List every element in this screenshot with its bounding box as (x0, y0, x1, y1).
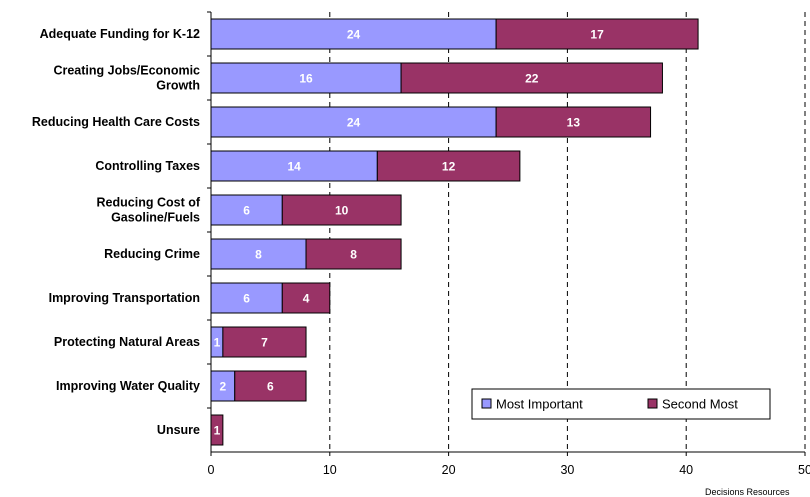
axes (207, 11, 806, 456)
bar-second-most (281, 282, 331, 314)
x-tick-label: 20 (442, 463, 456, 477)
bar-most-important (210, 238, 307, 270)
category-label-line: Improving Water Quality (56, 379, 200, 393)
bar-most-important (210, 106, 497, 138)
category-label: Controlling Taxes (95, 159, 200, 173)
bar-second-most (281, 194, 402, 226)
bar-most-important (210, 18, 497, 50)
bar-second-most (495, 106, 652, 138)
bar-most-important (210, 282, 283, 314)
category-label: Unsure (157, 423, 200, 437)
category-label-line: Reducing Crime (104, 247, 200, 261)
category-label: Improving Water Quality (56, 379, 200, 393)
data-label: 4 (303, 292, 310, 306)
x-tick-label: 50 (798, 463, 810, 477)
data-label: 14 (287, 160, 301, 174)
data-label: 6 (243, 204, 250, 218)
category-label: Reducing Health Care Costs (32, 115, 200, 129)
data-label: 22 (525, 72, 539, 86)
category-label: Improving Transportation (49, 291, 200, 305)
legend-box (471, 388, 771, 420)
data-label: 6 (243, 292, 250, 306)
data-label: 2 (220, 380, 227, 394)
data-label: 16 (299, 72, 313, 86)
x-tick-label: 10 (323, 463, 337, 477)
legend: Most Important Second Most (471, 388, 771, 420)
category-label-line: Reducing Cost of (97, 196, 201, 210)
data-label: 1 (214, 424, 221, 438)
legend-swatch-most-important (481, 398, 492, 409)
x-tick-label: 0 (208, 463, 215, 477)
bar-second-most (400, 62, 663, 94)
bar-second-most (305, 238, 402, 270)
category-label: Reducing Cost of Gasoline/Fuels (97, 196, 201, 225)
data-label: 12 (442, 160, 456, 174)
source-credit: Decisions Resources (705, 487, 790, 497)
category-label-line: Gasoline/Fuels (111, 211, 200, 225)
data-label: 8 (255, 248, 262, 262)
data-label: 1 (214, 336, 221, 350)
bar-most-important (210, 150, 378, 182)
category-label-line: Unsure (157, 423, 200, 437)
data-label: 17 (590, 28, 604, 42)
data-label: 10 (335, 204, 349, 218)
category-label-line: Creating Jobs/Economic (53, 64, 200, 78)
bar-most-important (210, 62, 402, 94)
data-label: 8 (350, 248, 357, 262)
bar-second-most (376, 150, 521, 182)
x-tick-label: 40 (679, 463, 693, 477)
bar-second-most (495, 18, 699, 50)
category-label-line: Protecting Natural Areas (54, 335, 200, 349)
category-label-line: Improving Transportation (49, 291, 200, 305)
legend-swatch-second-most (647, 398, 658, 409)
x-tick-label: 30 (560, 463, 574, 477)
category-label-line: Adequate Funding for K-12 (40, 27, 200, 41)
bars: 24171622241314126108864172601 (208, 18, 699, 446)
data-label: 13 (567, 116, 581, 130)
bar-second-most (234, 370, 307, 402)
category-label-line: Controlling Taxes (95, 159, 200, 173)
legend-label-second-most: Second Most (662, 397, 738, 412)
category-labels: Adequate Funding for K-12 Creating Jobs/E… (32, 27, 201, 437)
data-label: 7 (261, 336, 268, 350)
legend-label-most-important: Most Important (496, 397, 583, 412)
data-label: 6 (267, 380, 274, 394)
category-label-line: Growth (156, 79, 200, 93)
category-label: Creating Jobs/Economic Growth (53, 64, 200, 93)
bar-second-most (222, 326, 307, 358)
x-tick-labels: 0 10 20 30 40 50 (208, 463, 810, 477)
category-label-line: Reducing Health Care Costs (32, 115, 200, 129)
data-label: 24 (347, 116, 361, 130)
category-label: Reducing Crime (104, 247, 200, 261)
data-label: 24 (347, 28, 361, 42)
category-label: Adequate Funding for K-12 (40, 27, 200, 41)
category-label: Protecting Natural Areas (54, 335, 200, 349)
